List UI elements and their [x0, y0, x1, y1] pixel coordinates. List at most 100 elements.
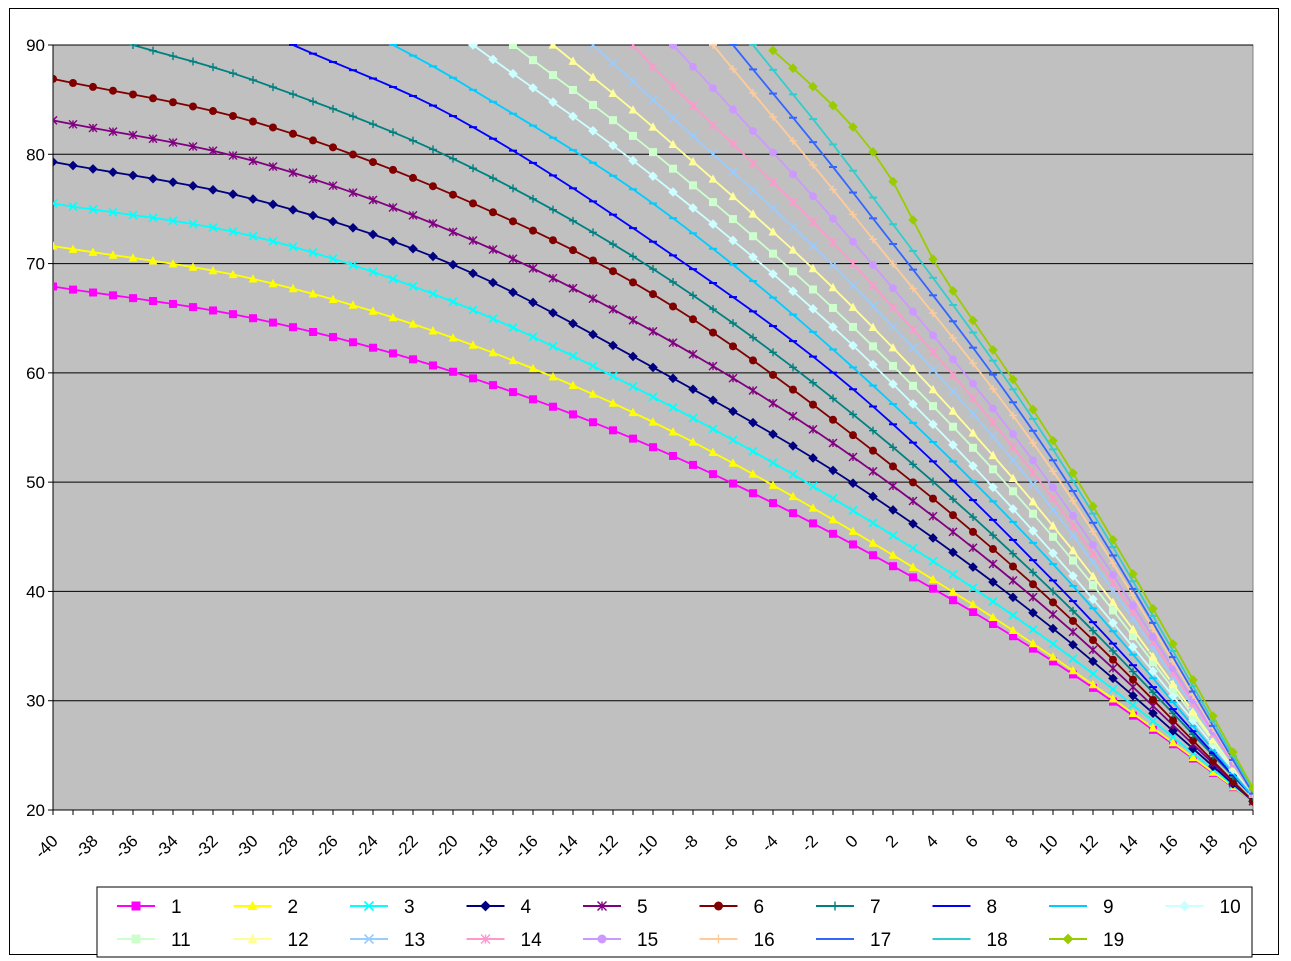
- series-7-point: [169, 52, 177, 61]
- series-5-point: [148, 134, 158, 144]
- series-7-point: [349, 112, 357, 121]
- series-4-point: [528, 297, 538, 308]
- series-11-point: [1029, 509, 1037, 518]
- series-4-point: [508, 287, 518, 298]
- series-5-point: [688, 349, 698, 359]
- series-10-point: [588, 125, 598, 136]
- series-11-point: [869, 342, 877, 351]
- series-7-point: [1089, 626, 1097, 635]
- series-5-point: [1088, 645, 1098, 655]
- series-16-point: [729, 65, 737, 74]
- series-2-point: [1168, 737, 1178, 747]
- series-4-point: [1068, 639, 1078, 650]
- series-2-point: [708, 447, 718, 457]
- x-tick-label: -8: [678, 831, 702, 855]
- series-1-point: [289, 323, 297, 332]
- series-9-line: [392, 44, 1253, 798]
- series-2-point: [428, 326, 438, 335]
- series-6-point: [889, 462, 897, 471]
- series-11-point: [969, 443, 977, 452]
- series-4-point: [648, 362, 658, 373]
- legend-item-17: 17: [816, 930, 891, 951]
- series-15-point: [869, 260, 877, 269]
- series-6-point: [1249, 797, 1253, 806]
- series-10-point: [828, 322, 838, 332]
- series-10-point: [708, 219, 718, 229]
- series-6-point: [709, 328, 717, 337]
- series-1-point: [309, 327, 317, 336]
- x-tick-label: -36: [111, 831, 142, 862]
- series-1-point: [169, 299, 177, 308]
- series-1-point: [969, 608, 977, 617]
- series-12-point: [1148, 651, 1158, 661]
- series-16-point: [869, 235, 877, 244]
- y-tick-label: 70: [26, 255, 45, 274]
- series-1-point: [889, 562, 897, 571]
- series-6-point: [1089, 636, 1097, 645]
- series-12-point: [828, 282, 838, 292]
- series-13-point: [588, 44, 598, 50]
- series-10-point: [1179, 900, 1190, 912]
- series-1-point: [1009, 632, 1017, 641]
- legend-item-11: 11: [117, 930, 191, 951]
- series-6-point: [1109, 655, 1117, 664]
- series-3-point: [568, 351, 578, 361]
- series-5-point: [68, 119, 78, 129]
- series-12-point: [928, 384, 938, 394]
- series-15-point: [1109, 570, 1117, 579]
- series-5-point: [948, 527, 958, 537]
- series-6-point: [229, 111, 237, 120]
- series-6-point: [629, 278, 637, 287]
- series-16-point: [1129, 591, 1137, 600]
- series-12-point: [548, 44, 558, 49]
- series-4-point: [288, 204, 298, 215]
- series-11-point: [509, 44, 517, 49]
- series-1-point: [1069, 670, 1077, 679]
- series-5-point: [588, 294, 598, 304]
- series-19-point: [1062, 933, 1074, 945]
- series-7-point: [1069, 606, 1077, 615]
- series-14-point: [1048, 494, 1058, 504]
- series-7-point: [629, 252, 637, 261]
- series-10-point: [768, 269, 778, 279]
- series-7-point: [369, 120, 377, 129]
- legend-label: 3: [404, 897, 415, 918]
- series-14-point: [888, 302, 898, 312]
- series-12-point: [1008, 473, 1018, 482]
- series-5-point: [608, 304, 618, 314]
- series-11-point: [949, 422, 957, 431]
- series-13-point: [1068, 530, 1078, 541]
- series-1-point: [429, 361, 437, 370]
- series-12-point: [748, 209, 758, 218]
- series-15-point: [889, 284, 897, 293]
- x-tick-label: 4: [922, 831, 942, 851]
- series-6-point: [1169, 716, 1177, 725]
- series-2-point: [548, 372, 558, 381]
- series-6-point: [809, 400, 817, 409]
- series-4-point: [848, 478, 858, 489]
- series-2-point: [308, 289, 318, 298]
- series-14-point: [908, 324, 918, 334]
- series-3-point: [268, 236, 278, 246]
- series-2-point: [247, 900, 258, 911]
- series-6-point: [169, 98, 177, 107]
- series-3-point: [988, 596, 998, 607]
- series-5-point: [168, 137, 178, 147]
- series-14-point: [868, 280, 878, 290]
- series-10-point: [568, 111, 578, 122]
- x-tick-label: -2: [798, 831, 822, 855]
- series-1-point: [389, 349, 397, 358]
- series-14-point: [968, 393, 978, 403]
- series-6-point: [1049, 598, 1057, 607]
- series-11-point: [789, 267, 797, 276]
- series-6-point: [969, 527, 977, 536]
- y-tick-label: 20: [26, 801, 45, 820]
- series-12-line: [552, 44, 1253, 795]
- series-13-point: [888, 322, 898, 332]
- series-13-point: [1008, 455, 1018, 465]
- x-tick-label: -14: [551, 831, 582, 862]
- series-19-point: [1068, 468, 1078, 478]
- series-15-point: [1089, 540, 1097, 549]
- series-5-point: [848, 452, 858, 462]
- series-19-point: [1108, 534, 1118, 545]
